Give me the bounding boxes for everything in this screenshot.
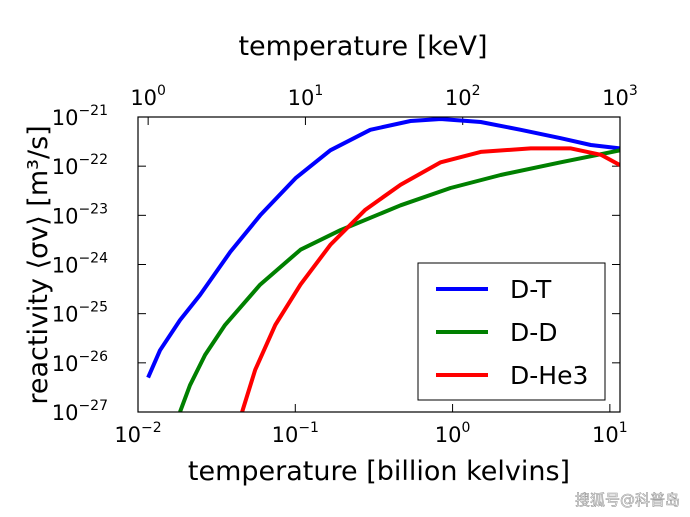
x-tick-label-exp: 0 [461, 420, 470, 436]
line-series [240, 146, 620, 412]
y-tick-label: 10−25 [52, 300, 108, 327]
x2-tick-label-base: 10 [445, 86, 472, 110]
y-tick-label-exp: −26 [78, 349, 108, 365]
x2-tick-label-base: 10 [130, 86, 157, 110]
x2-tick-label-exp: 1 [314, 83, 323, 99]
legend-label: D-D [510, 318, 558, 347]
plot-frame [137, 116, 621, 413]
x2-tick-label: 102 [445, 83, 481, 110]
x-tick-label-base: 10 [272, 423, 299, 447]
y-tick-label-exp: −23 [78, 201, 108, 217]
y-tick-label-exp: −25 [78, 300, 108, 316]
x-tick-label-exp: −1 [298, 420, 319, 436]
x2-tick-label-base: 10 [288, 86, 315, 110]
x-tick-label-exp: −2 [141, 420, 162, 436]
x2-tick-label-exp: 2 [472, 83, 481, 99]
x-tick-label: 10−1 [272, 420, 319, 447]
y-axis-label: reactivity ⟨σv⟩ [m³/s] [23, 125, 54, 404]
x2-tick-label: 101 [288, 83, 324, 110]
x2-tick-label-base: 10 [602, 86, 629, 110]
legend-label: D-He3 [510, 361, 588, 390]
x-tick-label-exp: 1 [619, 420, 628, 436]
x2-tick-label: 103 [602, 83, 638, 110]
x2-tick-label-exp: 3 [629, 83, 638, 99]
y-tick-label: 10−24 [52, 251, 108, 278]
x-tick-label: 10−2 [114, 420, 161, 447]
x2-tick-label-exp: 0 [157, 83, 166, 99]
x-tick-label-base: 10 [592, 423, 619, 447]
y-tick-label-base: 10 [52, 401, 79, 425]
y-tick-label-base: 10 [52, 352, 79, 376]
y-tick-label-exp: −27 [78, 398, 108, 414]
y-tick-label: 10−26 [52, 349, 108, 376]
y-tick-label-base: 10 [52, 155, 79, 179]
x-axis-label: temperature [billion kelvins] [188, 456, 570, 487]
y-tick-label-base: 10 [52, 254, 79, 278]
y-tick-label: 10−22 [52, 152, 108, 179]
x2-tick-label: 100 [130, 83, 166, 110]
y-tick-label: 10−21 [52, 103, 108, 130]
watermark: 搜狐号@科普岛 [575, 491, 680, 509]
y-tick-label-base: 10 [52, 204, 79, 228]
legend-label: D-T [510, 275, 552, 304]
x-tick-label-base: 10 [114, 423, 141, 447]
x-tick-label: 101 [592, 420, 628, 447]
y-tick-label: 10−23 [52, 201, 108, 228]
x-tick-label-base: 10 [435, 423, 462, 447]
y-tick-label-base: 10 [52, 303, 79, 327]
y-tick-label-exp: −22 [78, 152, 108, 168]
line-series [146, 117, 620, 379]
y-tick-label-base: 10 [52, 106, 79, 130]
y-tick-label: 10−27 [52, 398, 108, 425]
x-tick-label: 100 [435, 420, 471, 447]
y-tick-label-exp: −21 [78, 103, 108, 119]
line-series [178, 148, 620, 412]
x2-axis-label: temperature [keV] [238, 31, 487, 62]
y-tick-label-exp: −24 [78, 251, 108, 267]
